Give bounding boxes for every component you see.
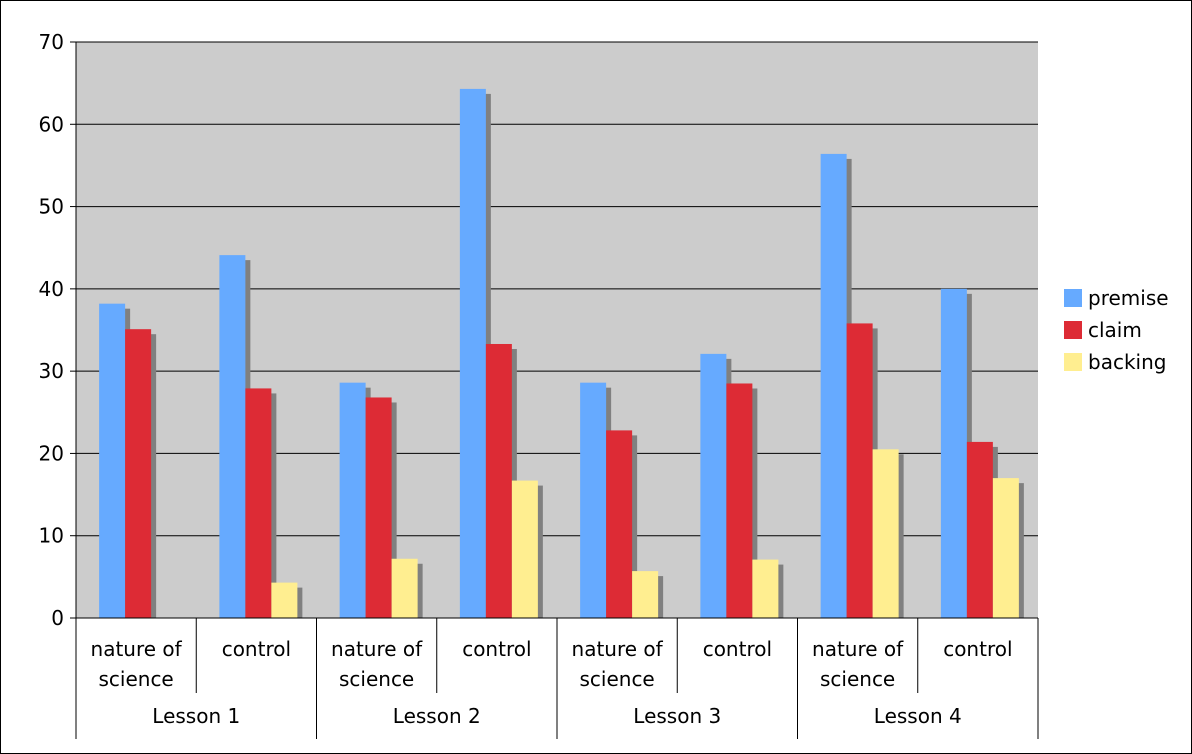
x-category-label-0-0: nature of — [91, 637, 183, 661]
bar-claim-5 — [726, 383, 753, 618]
y-tick-label-10: 10 — [39, 524, 64, 548]
x-category-label-6-1: science — [820, 667, 895, 691]
legend-label-backing: backing — [1088, 350, 1166, 374]
bar-claim-1 — [245, 388, 272, 618]
x-category-label-4-1: science — [579, 667, 654, 691]
x-category-label-4-0: nature of — [572, 637, 664, 661]
y-tick-label-30: 30 — [39, 359, 64, 383]
x-category-label-2-1: science — [339, 667, 414, 691]
y-tick-label-40: 40 — [39, 277, 64, 301]
y-tick-labels: 0 10 20 30 40 50 60 70 — [39, 30, 64, 630]
x-category-labels: nature of science control nature of science c… — [75, 618, 1039, 739]
y-tick-label-50: 50 — [39, 195, 64, 219]
x-category-label-3-0: control — [462, 637, 531, 661]
bar-premise-6 — [820, 153, 847, 618]
legend-swatch-premise — [1064, 289, 1082, 307]
bar-claim-3 — [485, 343, 512, 618]
bar-premise-7 — [940, 288, 967, 618]
bar-backing-1 — [271, 582, 298, 618]
x-category-label-0-1: science — [98, 667, 173, 691]
bar-claim-0 — [125, 329, 152, 618]
bar-backing-3 — [511, 480, 538, 618]
bar-premise-3 — [459, 88, 486, 619]
x-category-label-5-0: control — [703, 637, 772, 661]
y-tick-label-60: 60 — [39, 112, 64, 136]
legend-swatch-claim — [1064, 321, 1082, 339]
y-tick-label-0: 0 — [51, 606, 64, 630]
bar-backing-7 — [992, 478, 1019, 618]
bar-backing-6 — [872, 449, 899, 618]
y-tick-label-70: 70 — [39, 30, 64, 54]
bar-claim-6 — [846, 323, 873, 618]
legend-label-premise: premise — [1088, 286, 1169, 310]
bar-premise-2 — [339, 382, 366, 618]
bar-backing-4 — [632, 571, 659, 618]
x-category-label-6-0: nature of — [812, 637, 904, 661]
x-group-label-1: Lesson 2 — [393, 704, 481, 728]
bars — [99, 88, 1024, 619]
x-category-label-1-0: control — [222, 637, 291, 661]
bar-claim-2 — [365, 397, 392, 618]
x-category-label-2-0: nature of — [331, 637, 423, 661]
y-tick-label-20: 20 — [39, 441, 64, 465]
x-group-label-0: Lesson 1 — [152, 704, 240, 728]
bar-claim-7 — [966, 441, 993, 618]
legend-swatch-backing — [1064, 353, 1082, 371]
bar-premise-5 — [700, 353, 727, 618]
x-group-label-2: Lesson 3 — [633, 704, 721, 728]
bar-backing-2 — [391, 558, 418, 618]
x-group-label-3: Lesson 4 — [874, 704, 962, 728]
bar-premise-0 — [99, 303, 126, 618]
bar-claim-4 — [606, 430, 633, 618]
x-category-label-7-0: control — [943, 637, 1012, 661]
bar-backing-5 — [752, 559, 779, 618]
legend-label-claim: claim — [1088, 318, 1142, 342]
legend: premise claim backing — [1064, 286, 1169, 374]
bar-premise-1 — [219, 255, 246, 618]
bar-premise-4 — [580, 382, 607, 618]
